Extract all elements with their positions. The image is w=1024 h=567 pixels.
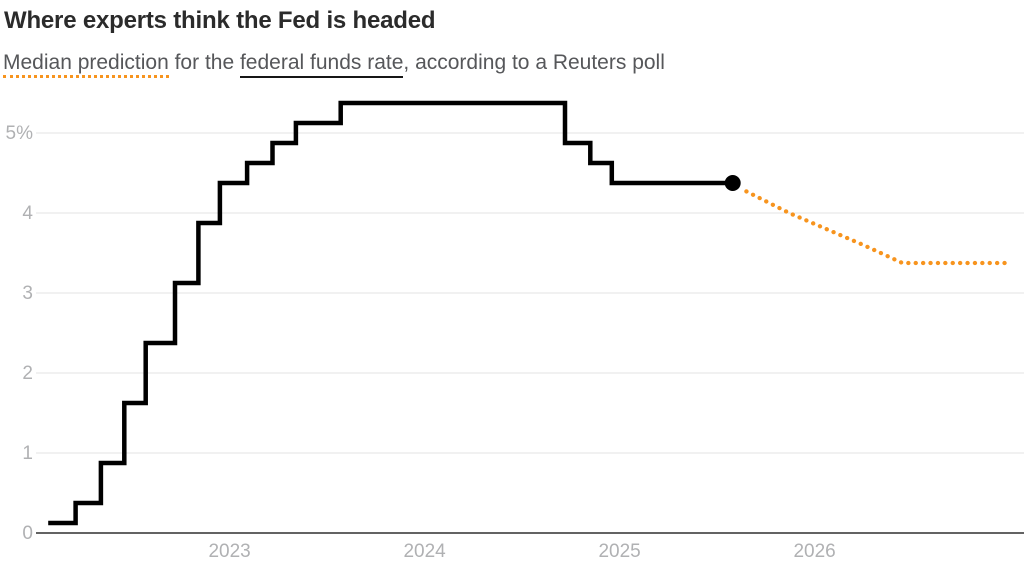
y-axis-label: 0 xyxy=(22,523,33,544)
gridlines xyxy=(36,132,1024,534)
y-axis-label: 1 xyxy=(22,443,33,464)
x-axis-label: 2023 xyxy=(208,541,250,562)
subtitle-text-tail: , according to a Reuters poll xyxy=(403,51,665,74)
x-axis-label: 2025 xyxy=(598,541,640,562)
x-axis-label: 2024 xyxy=(403,541,446,562)
x-axis-labels: 2023 2024 2025 2026 xyxy=(208,541,835,562)
projection-dotted-line xyxy=(744,189,1008,266)
y-axis-labels: 0 1 2 3 4 5% xyxy=(6,123,34,544)
subtitle-text-mid: for the xyxy=(168,51,240,74)
subtitle-term-federal-funds-rate: federal funds rate xyxy=(239,51,404,78)
y-axis-label: 5% xyxy=(6,123,34,144)
history-step-line xyxy=(48,100,733,526)
x-axis-label: 2026 xyxy=(793,541,835,562)
y-axis-label: 3 xyxy=(22,283,33,304)
chart-subtitle: Median prediction for the federal funds … xyxy=(3,51,665,78)
y-axis-label: 2 xyxy=(22,363,33,384)
current-value-dot xyxy=(724,175,741,191)
chart-title: Where experts think the Fed is headed xyxy=(4,7,436,34)
subtitle-term-median-prediction: Median prediction xyxy=(3,51,169,78)
y-axis-label: 4 xyxy=(22,203,33,224)
